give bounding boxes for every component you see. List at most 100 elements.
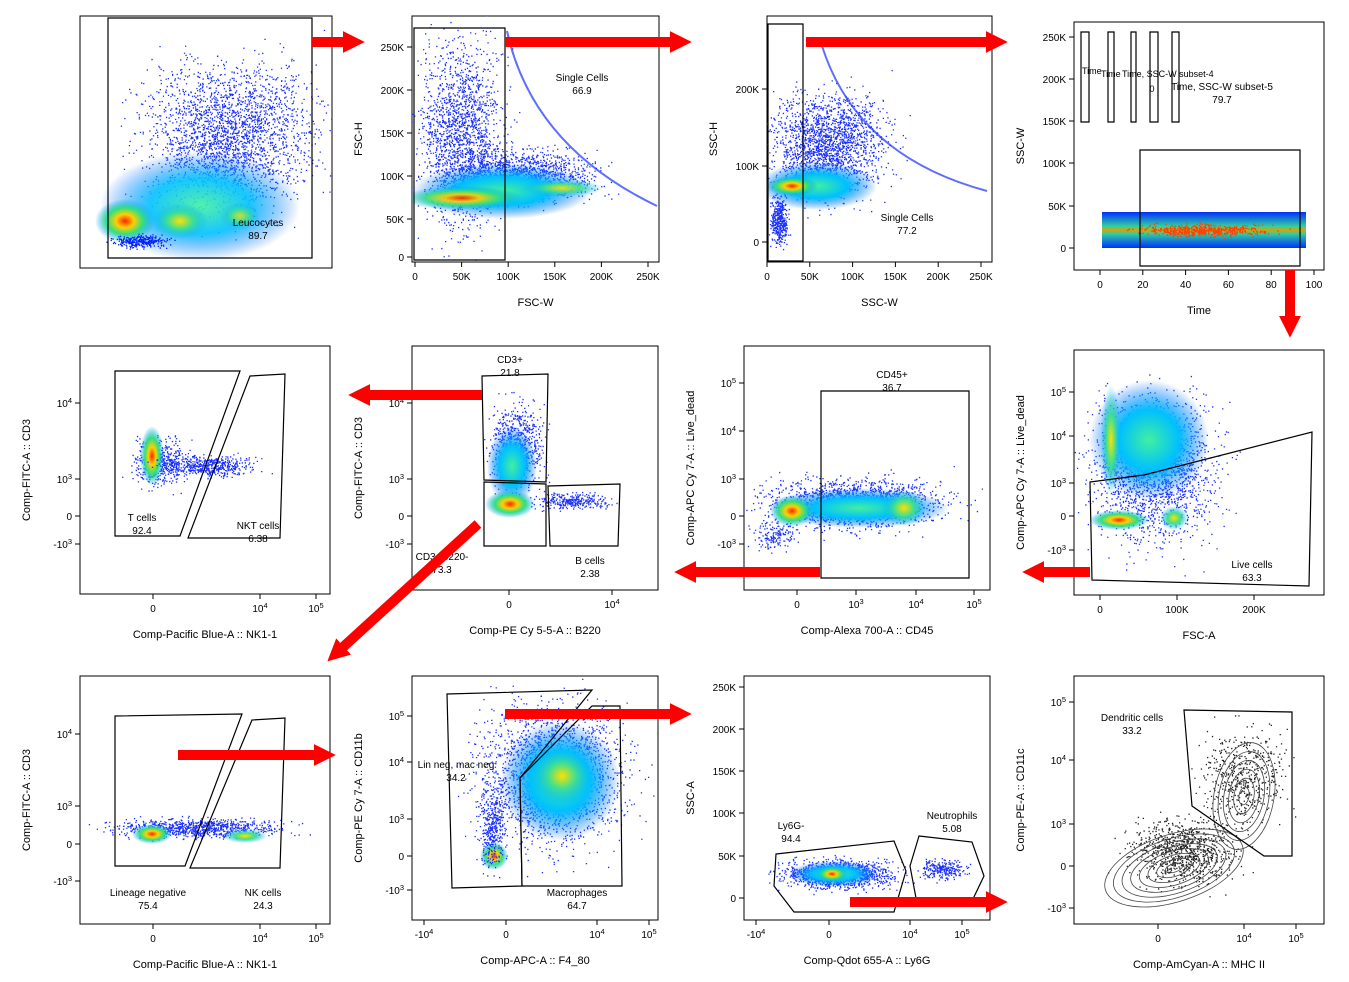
time-gate <box>1171 31 1180 123</box>
plot-panel-5: T cells 92.4 NKT cells 6.38 0 104 105 104 103 0 -1… <box>21 345 331 641</box>
gate-value: 77.2 <box>897 226 917 237</box>
density-plot <box>746 466 983 554</box>
y-axis-label: SSC-W <box>1015 127 1027 164</box>
gate-name: Macrophages <box>547 888 608 899</box>
y-tick-label: 103 <box>389 812 404 827</box>
y-tick-label: 104 <box>389 755 404 770</box>
y-tick-label: 103 <box>1051 476 1066 491</box>
gate-name: Single Cells <box>881 213 934 224</box>
time-gate <box>1149 31 1159 123</box>
x-tick-label: 105 <box>308 931 323 946</box>
y-tick-label: 0 <box>753 238 759 249</box>
x-tick-label: 105 <box>1288 931 1303 946</box>
time-ssc-w-subset-5-gate <box>1139 149 1301 267</box>
x-axis-label: Comp-APC-A :: F4_80 <box>480 955 589 967</box>
gate-name: Neutrophils <box>927 811 978 822</box>
x-tick-label: 0 <box>826 930 832 941</box>
y-tick-label: 0 <box>66 840 72 851</box>
y-tick-label: 50K <box>718 852 736 863</box>
y-tick-label: -103 <box>53 537 72 552</box>
x-axis-label: Comp-Qdot 655-A :: Ly6G <box>804 955 931 967</box>
x-tick-label: 150K <box>543 272 567 283</box>
gate-value: 24.3 <box>253 901 273 912</box>
cd45-positive-gate <box>820 390 970 579</box>
nk-cells-gate <box>189 717 286 869</box>
y-tick-label: 200K <box>713 725 737 736</box>
x-tick-label: 200K <box>1242 605 1266 616</box>
plot-frame <box>1073 675 1325 925</box>
y-tick-label: 0 <box>730 512 736 523</box>
gate-value: 5.08 <box>942 824 962 835</box>
ly6g-negative-gate <box>773 840 907 913</box>
gate-name: Lineage negative <box>110 888 187 899</box>
plot-panel-9: Lineage negative 75.4 NK cells 24.3 0 104 105 1… <box>21 675 331 971</box>
y-tick-label: 104 <box>1051 429 1066 444</box>
gate-name: Time, SSC-W subset-4 <box>1122 69 1214 79</box>
x-tick-label: 100 <box>1306 280 1323 291</box>
plot-frame <box>79 675 331 925</box>
plot-frame <box>766 15 993 263</box>
x-axis-label: Time <box>1187 305 1211 317</box>
x-tick-label: 104 <box>902 927 917 942</box>
y-tick-label: 100K <box>736 162 760 173</box>
x-tick-label: 105 <box>966 597 981 612</box>
y-axis-label: Comp-PE Cy 7-A :: CD11b <box>353 733 365 862</box>
x-tick-label: 200K <box>590 272 614 283</box>
t-cells-gate <box>114 370 241 537</box>
density-plot <box>88 815 311 844</box>
y-tick-label: 0 <box>398 512 404 523</box>
x-tick-label: 104 <box>908 597 923 612</box>
x-tick-label: 200K <box>927 272 951 283</box>
x-axis-label: Comp-Pacific Blue-A :: NK1-1 <box>133 959 277 971</box>
cd3-b220-negative-gate <box>483 481 547 547</box>
gate-value: 79.7 <box>1212 95 1232 106</box>
y-tick-label: 250K <box>1043 33 1067 44</box>
x-tick-label: 60 <box>1223 280 1235 291</box>
y-tick-label: 100K <box>381 172 405 183</box>
y-tick-label: -103 <box>53 874 72 889</box>
y-axis-label: Comp-PE-A :: CD11c <box>1015 748 1027 852</box>
x-tick-label: 100K <box>1165 605 1189 616</box>
y-tick-label: 200K <box>1043 75 1067 86</box>
y-axis-label: Comp-FITC-A :: CD3 <box>21 419 33 521</box>
gate-name: NK cells <box>245 888 282 899</box>
x-tick-label: -104 <box>747 927 766 942</box>
density-plot <box>1074 374 1241 577</box>
y-tick-label: 104 <box>57 396 72 411</box>
gate-name: NKT cells <box>237 521 280 532</box>
x-axis-label: FSC-W <box>517 297 554 309</box>
gate-value: 0 <box>1149 84 1154 94</box>
gate-value: 66.9 <box>572 86 592 97</box>
y-tick-label: 105 <box>389 709 404 724</box>
y-tick-label: 0 <box>398 852 404 863</box>
density-plot <box>484 391 618 518</box>
gating-arrows <box>178 30 1302 914</box>
x-tick-label: 105 <box>308 601 323 616</box>
x-tick-label: 40 <box>1180 280 1192 291</box>
gate-name: Time, SSC-W subset-5 <box>1171 82 1273 93</box>
gate-name: T cells <box>128 513 157 524</box>
y-tick-label: 100K <box>713 809 737 820</box>
y-axis-label: Comp-APC Cy 7-A :: Live_dead <box>685 391 697 546</box>
y-tick-label: -103 <box>385 883 404 898</box>
gate-name: CD45+ <box>876 370 908 381</box>
gate-name: B cells <box>575 556 604 567</box>
x-tick-label: 250K <box>969 272 993 283</box>
x-tick-label: 104 <box>252 931 267 946</box>
y-tick-label: -103 <box>385 537 404 552</box>
density-plot <box>768 854 972 896</box>
nkt-cells-gate <box>187 373 286 539</box>
x-axis-label: Comp-AmCyan-A :: MHC II <box>1133 959 1265 971</box>
x-axis-label: Comp-Alexa 700-A :: CD45 <box>801 625 934 637</box>
y-axis-label: Comp-FITC-A :: CD3 <box>21 749 33 851</box>
gate-name: CD3+ <box>497 355 523 366</box>
y-tick-label: 105 <box>1051 385 1066 400</box>
y-tick-label: 250K <box>381 43 405 54</box>
plot-panel-12: Dendritic cells 33.2 0 104 105 105 104 103 0 -103… <box>1015 675 1325 971</box>
plot-panel-2: Single Cells 66.9 0 50K 100K 150K 200K 250K 0 50K… <box>353 15 660 309</box>
x-tick-label: 50K <box>453 272 471 283</box>
x-tick-label: 0 <box>503 930 509 941</box>
gate-value: 73.3 <box>432 565 452 576</box>
y-tick-label: 200K <box>736 85 760 96</box>
